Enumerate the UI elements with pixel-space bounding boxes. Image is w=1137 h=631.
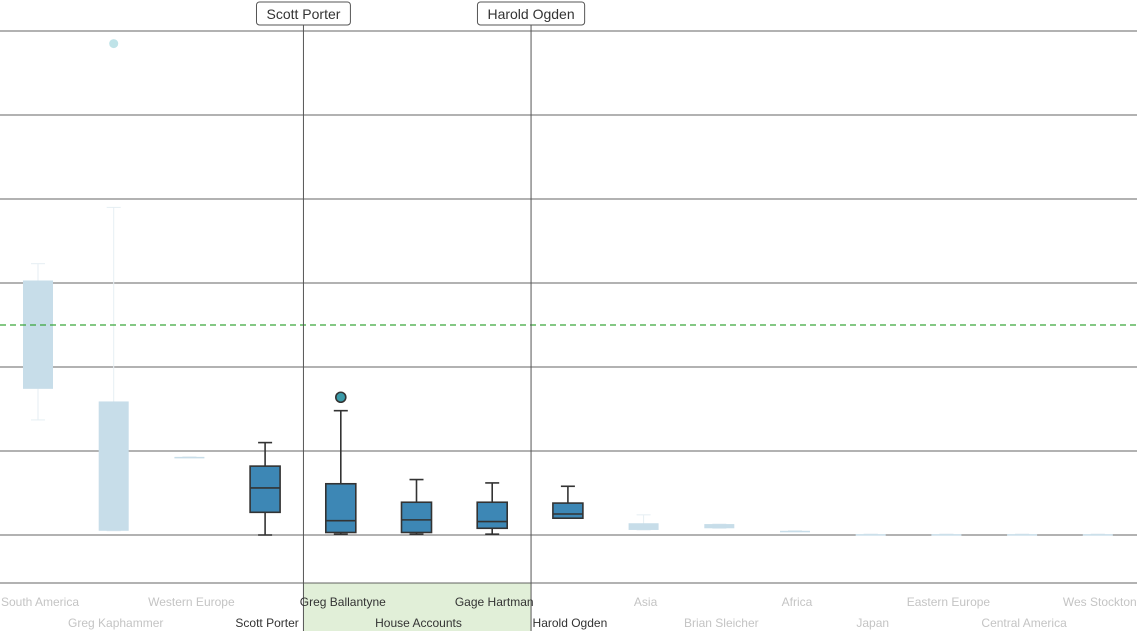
x-tick-label[interactable]: South America bbox=[1, 595, 79, 609]
box-body[interactable] bbox=[400, 501, 433, 534]
x-tick-label[interactable]: Asia bbox=[634, 595, 658, 609]
start-marker-tag[interactable]: Scott Porter bbox=[255, 1, 351, 26]
outlier-point[interactable] bbox=[334, 391, 347, 404]
box-body[interactable] bbox=[23, 280, 53, 389]
box-body[interactable] bbox=[98, 401, 129, 531]
box-body[interactable] bbox=[324, 482, 357, 534]
end-marker-tag[interactable]: Harold Ogden bbox=[476, 1, 586, 26]
x-tick-label[interactable]: Western Europe bbox=[148, 595, 235, 609]
box-body[interactable] bbox=[174, 456, 205, 459]
box-gage-hartman[interactable] bbox=[476, 482, 509, 535]
box-eastern-europe[interactable] bbox=[931, 533, 962, 536]
box-asia[interactable] bbox=[628, 514, 659, 531]
box-japan[interactable] bbox=[855, 533, 886, 536]
x-axis-labels: South America Greg Kaphammer Western Europ… bbox=[1, 595, 1137, 630]
box-body[interactable] bbox=[249, 465, 281, 514]
gridlines bbox=[0, 30, 1137, 584]
x-tick-label[interactable]: Harold Ogden bbox=[533, 616, 608, 630]
box-harold-ogden[interactable] bbox=[552, 485, 584, 520]
x-tick-label[interactable]: Greg Kaphammer bbox=[68, 616, 163, 630]
outlier-point[interactable] bbox=[109, 39, 119, 49]
box-wes-stockton[interactable] bbox=[1082, 533, 1113, 536]
x-tick-label[interactable]: Brian Sleicher bbox=[684, 616, 759, 630]
box-series[interactable] bbox=[23, 39, 1113, 536]
box-western-europe[interactable] bbox=[174, 456, 205, 459]
box-scott-porter[interactable] bbox=[249, 441, 281, 536]
x-tick-label[interactable]: Scott Porter bbox=[235, 616, 298, 630]
x-tick-label[interactable]: Japan bbox=[856, 616, 889, 630]
box-body[interactable] bbox=[855, 534, 886, 536]
box-central-america[interactable] bbox=[1007, 533, 1038, 536]
box-body[interactable] bbox=[780, 530, 810, 533]
box-body[interactable] bbox=[704, 524, 735, 529]
start-marker-label: Scott Porter bbox=[266, 6, 340, 22]
x-tick-label[interactable]: Africa bbox=[782, 595, 813, 609]
x-tick-label[interactable]: Wes Stockton bbox=[1063, 595, 1137, 609]
x-tick-label[interactable]: Eastern Europe bbox=[907, 595, 991, 609]
box-body[interactable] bbox=[552, 502, 584, 519]
box-body[interactable] bbox=[628, 523, 659, 530]
box-body[interactable] bbox=[1007, 534, 1038, 536]
box-greg-kaphammer[interactable] bbox=[98, 39, 129, 532]
box-body[interactable] bbox=[1082, 534, 1113, 536]
x-tick-label[interactable]: House Accounts bbox=[375, 616, 462, 630]
x-tick-label[interactable]: Central America bbox=[981, 616, 1067, 630]
selection-markers[interactable]: Scott Porter Harold Ogden bbox=[255, 1, 586, 631]
box-house-accounts[interactable] bbox=[400, 478, 433, 535]
end-marker-label: Harold Ogden bbox=[487, 6, 574, 22]
selection-band bbox=[303, 583, 532, 631]
x-tick-label[interactable]: Gage Hartman bbox=[455, 595, 534, 609]
box-africa[interactable] bbox=[780, 530, 810, 533]
box-body[interactable] bbox=[931, 534, 962, 536]
box-south-america[interactable] bbox=[23, 263, 53, 421]
box-body[interactable] bbox=[476, 501, 509, 530]
box-greg-ballantyne[interactable] bbox=[324, 391, 357, 535]
x-tick-label[interactable]: Greg Ballantyne bbox=[300, 595, 386, 609]
box-brian-sleicher[interactable] bbox=[704, 523, 735, 529]
